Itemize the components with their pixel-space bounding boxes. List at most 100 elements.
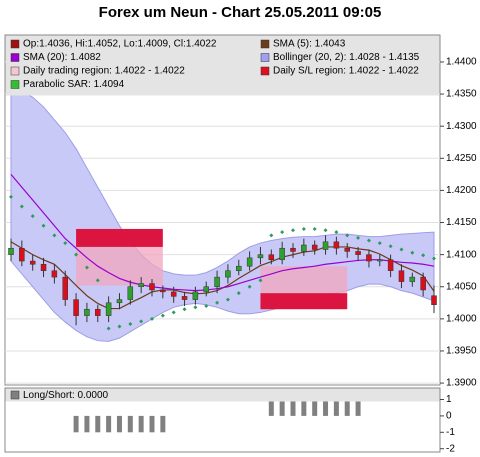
sl-region [76, 228, 163, 247]
y-tick-label: 1.4400 [446, 57, 477, 68]
legend-label: Bollinger (20, 2): 1.4028 - 1.4135 [273, 52, 420, 63]
candle-body [181, 296, 188, 300]
sar-dot [30, 214, 35, 219]
y-tick-label: 1.4050 [446, 281, 477, 292]
sar-dot [41, 223, 46, 228]
chart-title: Forex um Neun - Chart 25.05.2011 09:05 [99, 4, 382, 21]
candle-body [431, 295, 437, 305]
sar-dot [215, 300, 220, 305]
sar-dot [432, 256, 436, 261]
sar-dot [388, 244, 393, 249]
signal-bar [312, 399, 318, 416]
sar-dot [269, 233, 274, 238]
sar-dot [225, 297, 230, 302]
sub-legend-box [5, 388, 440, 402]
candle-body [322, 241, 329, 250]
legend-swatch [10, 390, 20, 400]
candle-body [344, 247, 350, 252]
trading-region [260, 266, 348, 294]
sar-dot [9, 194, 13, 199]
sar-dot [128, 321, 133, 326]
sar-dot [301, 226, 306, 231]
candle-body [398, 270, 405, 282]
sar-dot [193, 305, 198, 310]
candle-body [84, 308, 90, 316]
signal-bar [95, 415, 101, 433]
signal-bar [149, 415, 155, 433]
candle-body [203, 286, 209, 293]
signal-bar [116, 415, 122, 433]
sar-dot [117, 324, 122, 329]
legend-label: SMA (5): 1.4043 [273, 39, 346, 50]
y-tick-label: 1.4100 [446, 249, 477, 260]
sar-dot [236, 291, 241, 296]
legend-swatch [10, 53, 20, 62]
sar-dot [63, 241, 68, 246]
signal-bar [301, 399, 307, 416]
sar-dot [280, 230, 285, 235]
sar-dot [95, 278, 100, 283]
candle-body [246, 257, 253, 267]
candle-body [225, 270, 231, 278]
y-tick-label: 1.4000 [446, 313, 477, 324]
candle-body [311, 244, 318, 250]
sar-dot [377, 241, 382, 246]
signal-bar [279, 399, 285, 416]
y-tick-label: 1.3900 [446, 378, 477, 389]
signal-bar [290, 399, 296, 416]
candle-body [290, 247, 296, 252]
signal-bar [106, 415, 112, 433]
legend-label: Long/Short: 0.0000 [23, 390, 109, 401]
candle-body [236, 265, 242, 271]
sar-dot [160, 313, 165, 318]
candle-body [170, 291, 177, 297]
sar-dot [366, 238, 371, 243]
candle-body [73, 299, 79, 316]
sar-dot [106, 326, 111, 331]
candle-body [279, 247, 285, 261]
candle-body [355, 251, 361, 255]
candle-body [214, 276, 220, 287]
candle-body [51, 270, 58, 278]
sar-dot [323, 228, 328, 233]
signal-bar [84, 415, 90, 433]
y-tick-label: 1.4150 [446, 217, 477, 228]
sar-dot [182, 307, 187, 312]
candle-body [8, 247, 14, 255]
legend-swatch [10, 66, 20, 76]
sar-dot [291, 228, 295, 233]
candle-body [29, 260, 36, 265]
signal-bar [127, 415, 133, 433]
candle-body [160, 289, 166, 293]
trading-region [76, 246, 163, 286]
y-tick-label: 0 [446, 411, 452, 422]
candle-body [95, 308, 101, 316]
y-tick-label: 1.4300 [446, 121, 477, 132]
candle-body [257, 254, 264, 259]
legend-swatch [10, 80, 20, 89]
legend-label: Op:1.4036, Hi:1.4052, Lo:1.4009, Cl:1.40… [23, 39, 217, 50]
legend-swatch [10, 39, 20, 49]
sar-dot [421, 253, 426, 258]
sar-dot [52, 233, 57, 238]
indicator-line [10, 173, 435, 292]
sar-dot [345, 233, 350, 238]
sar-dot [171, 310, 176, 315]
y-tick-label: 1.4200 [446, 185, 477, 196]
candle-body [105, 302, 112, 316]
candle-body [301, 244, 307, 252]
sar-dot [356, 235, 361, 240]
y-tick-label: 1 [446, 394, 452, 405]
sar-dot [399, 247, 404, 252]
y-tick-label: -2 [446, 443, 455, 454]
signal-bar [73, 415, 79, 433]
y-tick-label: -1 [446, 427, 455, 438]
candle-body [62, 276, 68, 300]
candle-body [149, 283, 155, 291]
sar-dot [312, 226, 317, 231]
legend-label: Daily trading region: 1.4022 - 1.4022 [23, 66, 185, 77]
candle-body [40, 264, 47, 271]
signal-bar [323, 399, 329, 416]
candle-body [127, 286, 134, 300]
candle-body [192, 291, 199, 300]
